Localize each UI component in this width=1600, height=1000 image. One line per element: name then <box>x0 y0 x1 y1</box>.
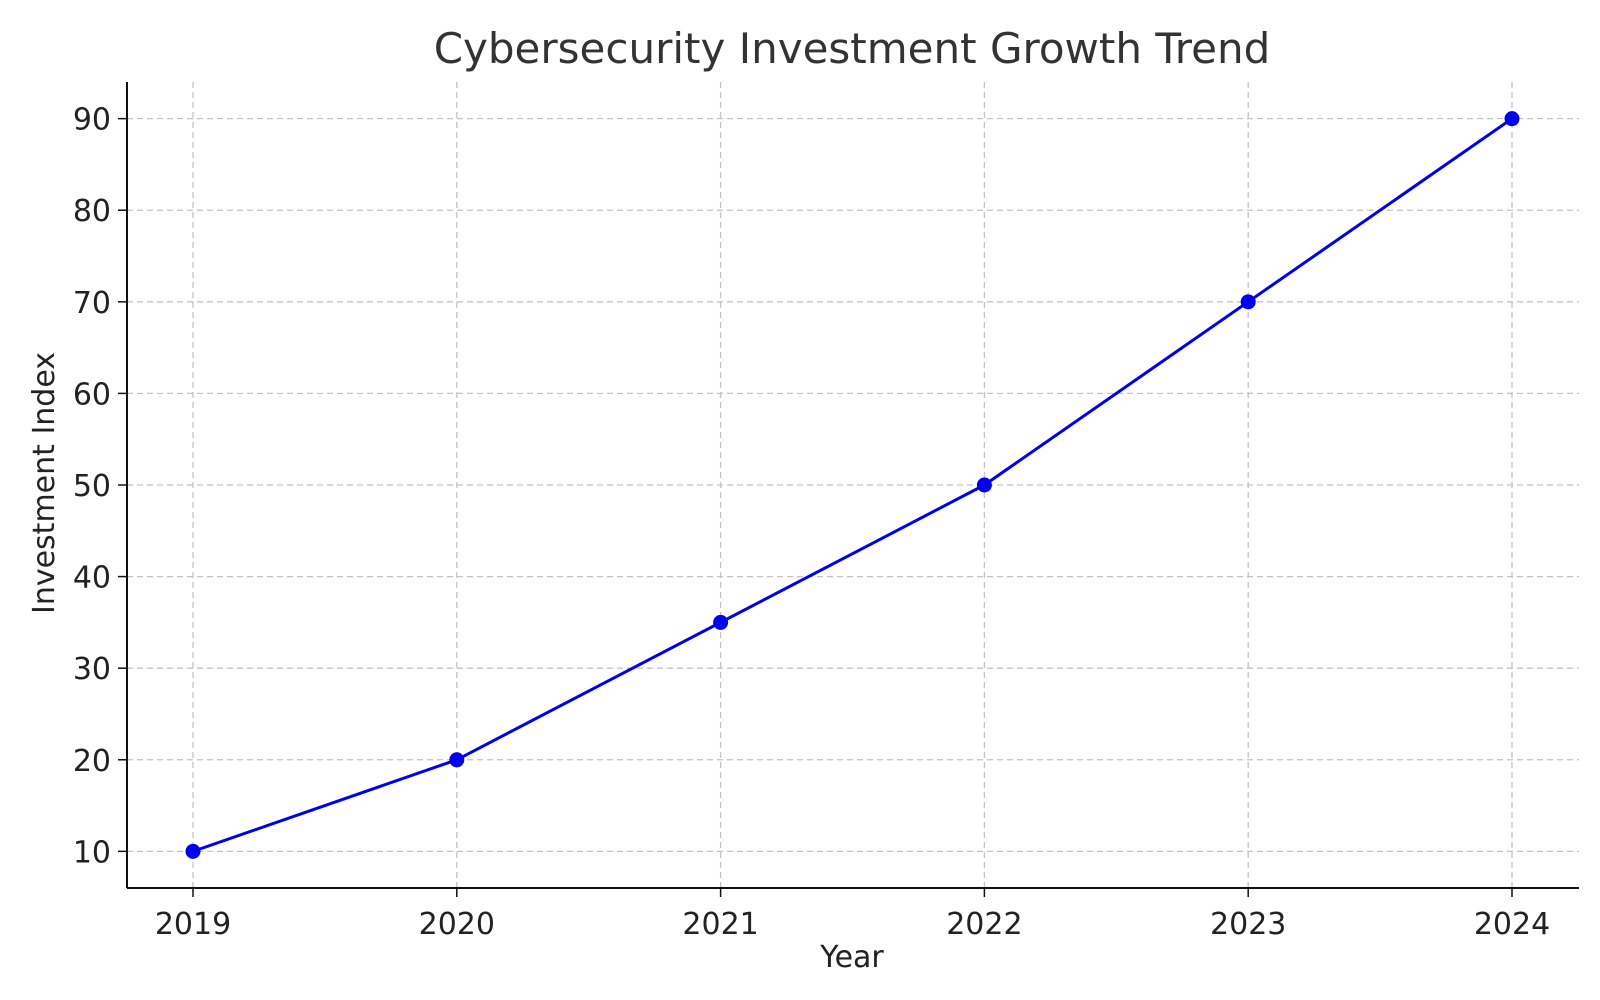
y-tick-label: 10 <box>73 835 111 870</box>
x-tick-label: 2021 <box>682 907 758 942</box>
x-axis-label: Year <box>819 940 884 975</box>
data-point <box>976 477 992 493</box>
data-point <box>1240 294 1256 310</box>
y-tick-label: 50 <box>73 469 111 504</box>
y-tick-label: 90 <box>73 103 111 138</box>
x-tick-label: 2024 <box>1474 907 1550 942</box>
series-line <box>192 117 1513 853</box>
y-tick-label: 70 <box>73 286 111 321</box>
x-tick-label: 2019 <box>155 907 231 942</box>
chart-title: Cybersecurity Investment Growth Trend <box>434 24 1271 73</box>
y-tick-label: 20 <box>73 744 111 779</box>
y-axis-ticks: 10 20 30 40 50 60 70 80 90 <box>73 103 127 870</box>
data-point <box>449 752 465 768</box>
grid <box>127 82 1579 888</box>
y-axis-label: Investment Index <box>27 352 62 614</box>
x-tick-label: 2022 <box>946 907 1022 942</box>
series <box>185 111 1520 859</box>
x-axis-ticks: 2019 2020 2021 2022 2023 2024 <box>155 888 1550 942</box>
y-tick-label: 30 <box>73 652 111 687</box>
y-tick-label: 60 <box>73 377 111 412</box>
data-point <box>1504 111 1520 127</box>
y-tick-label: 40 <box>73 561 111 596</box>
data-point <box>185 843 201 859</box>
x-tick-label: 2020 <box>419 907 495 942</box>
x-tick-label: 2023 <box>1210 907 1286 942</box>
data-point <box>713 614 729 630</box>
y-tick-label: 80 <box>73 194 111 229</box>
